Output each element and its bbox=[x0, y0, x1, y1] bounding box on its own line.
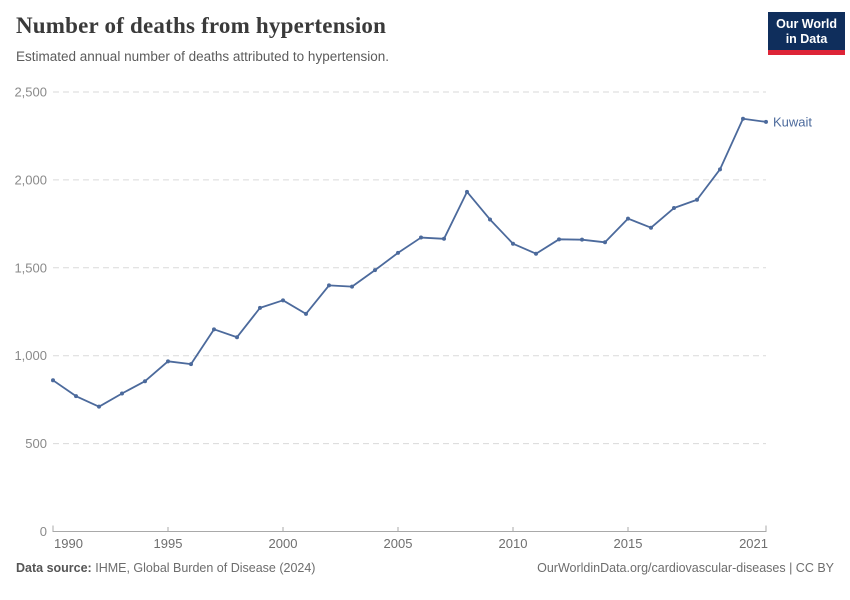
chart-subtitle: Estimated annual number of deaths attrib… bbox=[16, 49, 389, 64]
data-point[interactable] bbox=[97, 404, 101, 409]
x-tick-label: 2005 bbox=[384, 536, 413, 551]
data-point[interactable] bbox=[764, 119, 768, 124]
y-tick-label: 1,500 bbox=[14, 260, 47, 275]
x-axis bbox=[52, 525, 767, 532]
data-source-note: Data source: IHME, Global Burden of Dise… bbox=[16, 561, 315, 575]
y-tick-label: 2,000 bbox=[14, 172, 47, 187]
x-tick-label: 1990 bbox=[54, 536, 83, 551]
series-line[interactable] bbox=[52, 117, 767, 408]
data-point[interactable] bbox=[166, 359, 170, 364]
x-tick-label: 2010 bbox=[499, 536, 528, 551]
data-point[interactable] bbox=[649, 225, 653, 230]
data-point[interactable] bbox=[442, 236, 446, 241]
data-point[interactable] bbox=[672, 206, 676, 211]
data-point[interactable] bbox=[235, 335, 239, 340]
x-tick-label: 2000 bbox=[269, 536, 298, 551]
data-point[interactable] bbox=[695, 197, 699, 202]
data-point[interactable] bbox=[488, 217, 492, 222]
data-point[interactable] bbox=[718, 167, 722, 172]
y-tick-label: 1,000 bbox=[14, 348, 47, 363]
data-point[interactable] bbox=[373, 268, 377, 273]
attribution-license: OurWorldinData.org/cardiovascular-diseas… bbox=[537, 561, 834, 575]
data-point[interactable] bbox=[741, 116, 745, 121]
data-source-value: IHME, Global Burden of Disease (2024) bbox=[95, 561, 316, 575]
data-point[interactable] bbox=[419, 235, 423, 240]
data-point[interactable] bbox=[465, 189, 469, 194]
data-point[interactable] bbox=[557, 237, 561, 242]
owid-logo-line2: in Data bbox=[785, 32, 828, 46]
data-point[interactable] bbox=[534, 251, 538, 256]
data-point[interactable] bbox=[281, 298, 285, 303]
data-point[interactable] bbox=[327, 283, 331, 288]
data-point[interactable] bbox=[74, 394, 78, 399]
x-tick-label: 2021 bbox=[739, 536, 768, 551]
series-label[interactable]: Kuwait bbox=[773, 114, 812, 129]
data-point[interactable] bbox=[258, 305, 262, 310]
x-tick-label: 1995 bbox=[154, 536, 183, 551]
data-point[interactable] bbox=[626, 216, 630, 221]
data-point[interactable] bbox=[511, 241, 515, 246]
page-title: Number of deaths from hypertension bbox=[16, 13, 387, 38]
data-point[interactable] bbox=[189, 362, 193, 367]
x-tick-label: 2015 bbox=[614, 536, 643, 551]
y-tick-label: 500 bbox=[25, 436, 47, 451]
data-point[interactable] bbox=[580, 237, 584, 242]
data-point[interactable] bbox=[304, 311, 308, 316]
y-tick-label: 2,500 bbox=[14, 85, 47, 100]
y-tick-label: 0 bbox=[40, 524, 47, 539]
data-source-label: Data source: bbox=[16, 561, 92, 575]
data-point[interactable] bbox=[212, 327, 216, 332]
data-point[interactable] bbox=[51, 378, 55, 383]
owid-logo: Our World in Data bbox=[768, 12, 845, 55]
data-point[interactable] bbox=[120, 391, 124, 396]
data-point[interactable] bbox=[143, 379, 147, 384]
data-point[interactable] bbox=[603, 240, 607, 245]
data-point[interactable] bbox=[350, 284, 354, 289]
data-point[interactable] bbox=[396, 250, 400, 255]
owid-logo-line1: Our World bbox=[776, 17, 837, 31]
